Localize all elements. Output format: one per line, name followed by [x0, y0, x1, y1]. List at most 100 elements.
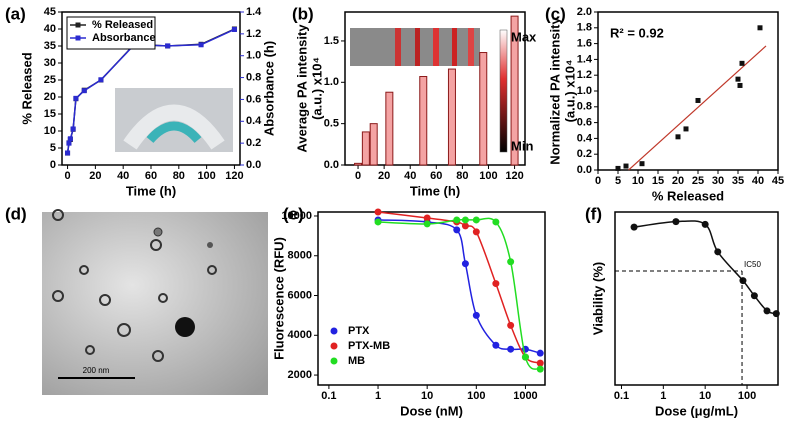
y-tick-label: 2.0 — [577, 6, 592, 18]
marker — [165, 43, 171, 49]
y-tick-label: 10000 — [281, 210, 312, 222]
y-tick-label: 0.4 — [577, 132, 593, 144]
y-axis-label: Normalized PA intensity — [547, 17, 562, 165]
marker — [65, 150, 71, 156]
point — [639, 161, 645, 167]
marker — [772, 310, 780, 318]
x-tick-label: 40 — [117, 170, 129, 182]
point — [739, 60, 745, 66]
point — [695, 97, 701, 103]
x-tick-label: 35 — [732, 175, 744, 187]
y-tick-label: 10 — [44, 125, 56, 137]
y-tick-label: 0.0 — [324, 159, 339, 171]
x-tick-label: 100 — [479, 170, 497, 182]
y-axis-label: Fluorescence (RFU) — [271, 237, 286, 360]
y-tick-label: 1.6 — [577, 38, 592, 50]
y-tick-label: 0.6 — [577, 117, 592, 129]
y2-tick-label: 0.8 — [246, 71, 261, 83]
marker — [81, 88, 87, 94]
marker — [739, 277, 747, 285]
marker — [630, 223, 638, 231]
plot-frame — [344, 11, 526, 166]
y-tick-label: 1.2 — [577, 69, 592, 81]
marker — [507, 321, 515, 329]
scale-bar-label: 200 nm — [83, 366, 110, 375]
y-tick-label: 1.0 — [324, 76, 339, 88]
legend-marker — [75, 22, 81, 28]
y-tick-label: 6000 — [288, 289, 312, 301]
marker — [461, 216, 469, 224]
x-tick-label: 40 — [752, 175, 764, 187]
marker — [66, 140, 72, 146]
marker — [763, 307, 771, 315]
point — [737, 82, 743, 88]
legend-marker — [330, 327, 338, 335]
marker — [70, 126, 76, 132]
y-tick-label: 0.2 — [577, 148, 592, 160]
y-tick-label: 0 — [50, 159, 56, 171]
x-tick-label: 10 — [421, 390, 433, 402]
panel-label: (f) — [585, 204, 602, 223]
y2-tick-label: 0.4 — [246, 115, 262, 127]
bar — [385, 91, 394, 166]
x-tick-label: 100 — [467, 390, 485, 402]
series-line — [378, 219, 541, 354]
x-tick-label: 20 — [378, 170, 390, 182]
series-line — [378, 217, 541, 370]
y-tick-label: 1.4 — [577, 53, 593, 65]
y-tick-label: 2000 — [288, 369, 312, 381]
x-tick-label: 45 — [772, 175, 784, 187]
y-tick-label: 20 — [44, 91, 56, 103]
y-tick-label: 4000 — [288, 329, 312, 341]
plot-frame — [614, 211, 779, 386]
marker — [461, 260, 469, 268]
y-axis-label: (a.u.) x10⁴ — [562, 60, 577, 123]
legend-label: PTX-MB — [348, 340, 390, 352]
x-axis-label: % Released — [652, 188, 724, 203]
legend-label: MB — [348, 355, 365, 367]
legend-marker — [330, 357, 338, 365]
x-tick-label: 120 — [505, 170, 523, 182]
x-tick-label: 0 — [355, 170, 361, 182]
x-tick-label: 5 — [615, 175, 621, 187]
annotation: R² = 0.92 — [610, 25, 664, 40]
panel-label: (e) — [283, 204, 304, 223]
marker — [472, 216, 480, 224]
marker — [472, 228, 480, 236]
legend-marker — [75, 35, 81, 41]
point — [675, 134, 681, 140]
marker — [507, 258, 515, 266]
point — [623, 163, 629, 169]
marker — [536, 359, 544, 367]
x-tick-label: 100 — [197, 170, 215, 182]
bar — [361, 131, 370, 166]
y-tick-label: 5 — [50, 142, 56, 154]
point — [757, 25, 763, 31]
y-tick-label: 40 — [44, 23, 56, 35]
y2-tick-label: 1.4 — [246, 6, 262, 18]
x-tick-label: 10 — [699, 390, 711, 402]
point — [683, 126, 689, 132]
y-tick-label: 0.0 — [577, 164, 592, 176]
x-tick-label: 20 — [89, 170, 101, 182]
x-tick-label: 30 — [712, 175, 724, 187]
marker — [374, 208, 382, 216]
y-axis-label: Viability (%) — [590, 262, 605, 335]
marker — [73, 95, 79, 101]
panel-label: (d) — [5, 204, 27, 223]
x-axis-label: Time (h) — [126, 183, 176, 198]
y-tick-label: 1.5 — [324, 35, 339, 47]
y2-tick-label: 0.0 — [246, 159, 261, 171]
bar — [447, 68, 456, 166]
y-tick-label: 25 — [44, 74, 56, 86]
x-axis-label: Dose (μg/mL) — [655, 403, 738, 418]
x-tick-label: 1000 — [513, 390, 537, 402]
tube-photo-inset — [115, 88, 233, 152]
x-tick-label: 1 — [660, 390, 666, 402]
marker — [492, 218, 500, 226]
marker — [423, 214, 431, 222]
x-tick-label: 0 — [65, 170, 71, 182]
y-tick-label: 45 — [44, 6, 56, 18]
x-tick-label: 0 — [595, 175, 601, 187]
